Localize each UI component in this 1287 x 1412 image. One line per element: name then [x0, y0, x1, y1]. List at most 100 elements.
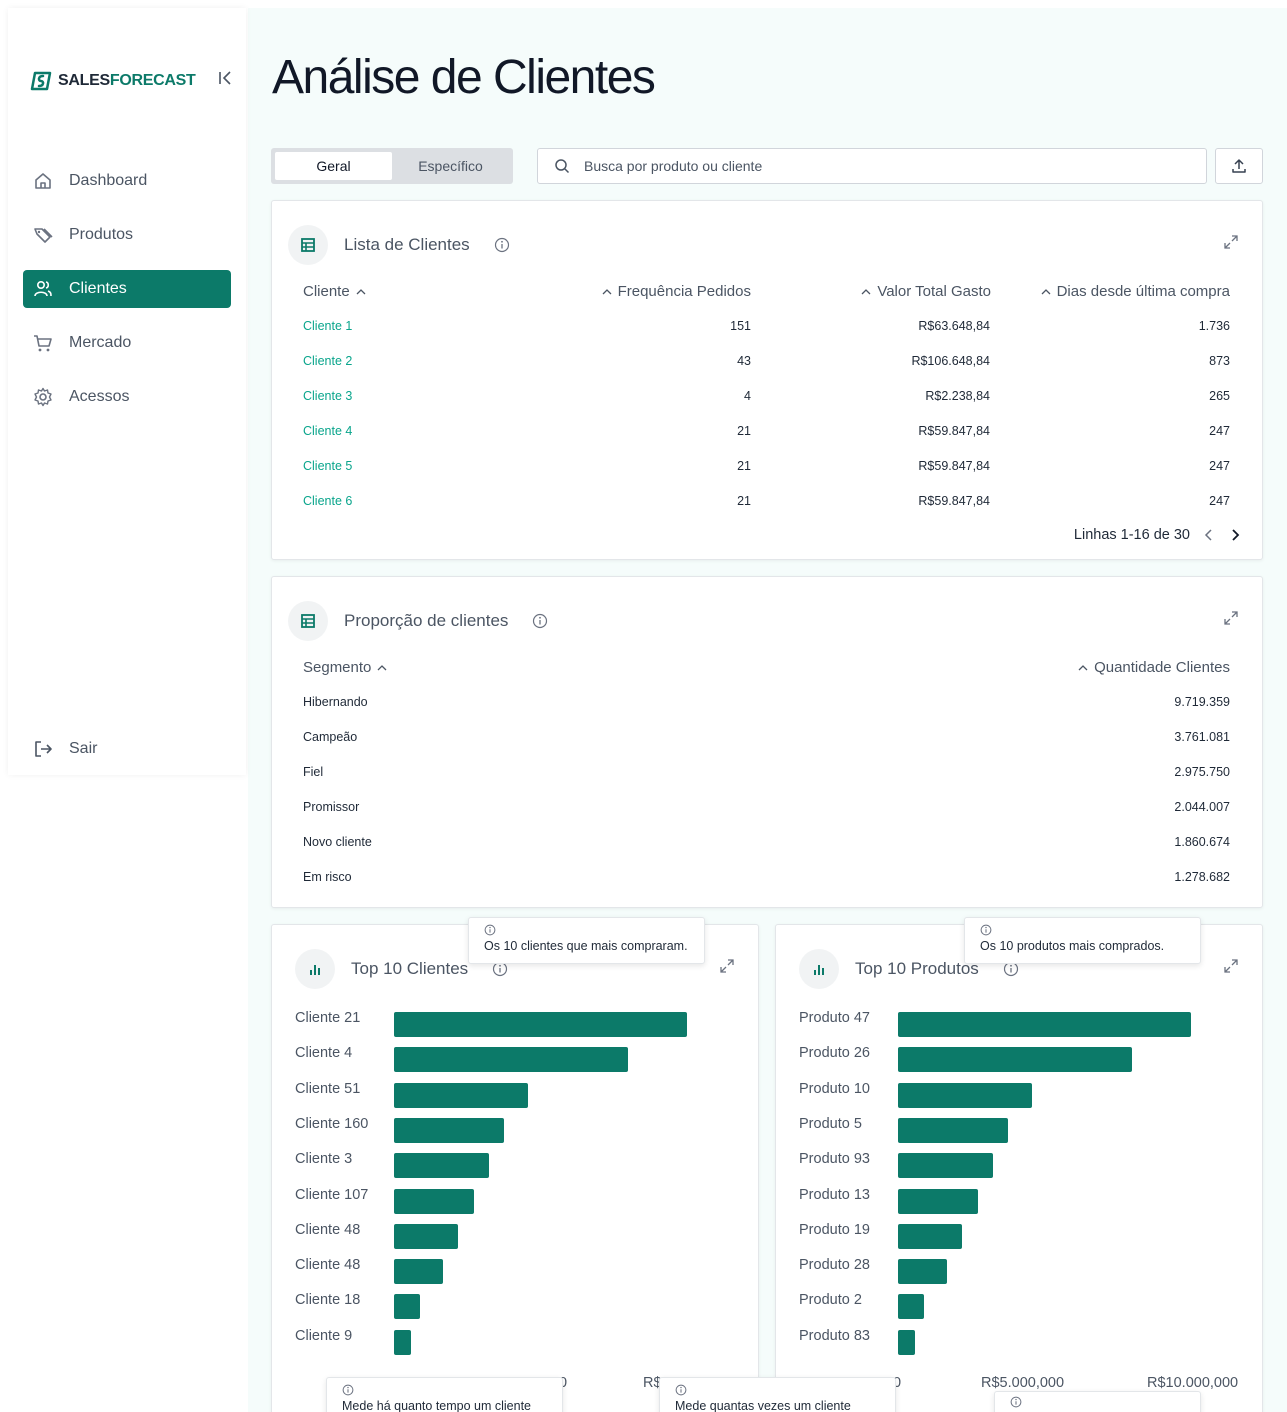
segment-count: 1.860.674 — [1174, 835, 1230, 849]
tooltip-text: Mede há quanto tempo um cliente — [342, 1399, 532, 1412]
client-frequency: 21 — [737, 459, 751, 473]
chevron-right-icon[interactable] — [1228, 528, 1242, 542]
bar[interactable] — [394, 1329, 412, 1355]
logout-label: Sair — [69, 740, 98, 757]
column-header-cliente[interactable]: Cliente — [303, 283, 366, 300]
bar-label: Cliente 51 — [295, 1080, 361, 1097]
client-name-link[interactable]: Cliente 3 — [303, 389, 353, 403]
page-title: Análise de Clientes — [272, 51, 656, 104]
expand-icon[interactable] — [720, 959, 734, 973]
segment-count: 2.044.007 — [1174, 800, 1230, 814]
search-input[interactable] — [584, 158, 1144, 174]
tab-especifico[interactable]: Específico — [418, 158, 483, 174]
expand-icon[interactable] — [1224, 959, 1238, 973]
tooltip-top-products: Os 10 produtos mais comprados. — [964, 917, 1201, 964]
axis-tick: 0 — [559, 1375, 568, 1391]
bar[interactable] — [898, 1082, 1032, 1108]
chevron-left-icon[interactable] — [1202, 528, 1216, 542]
segment-name: Promissor — [303, 800, 360, 814]
bar[interactable] — [394, 1223, 459, 1249]
axis-tick: 0 — [893, 1375, 902, 1391]
client-frequency: 151 — [730, 319, 751, 333]
bar-label: Cliente 4 — [295, 1045, 353, 1062]
bar[interactable] — [394, 1117, 504, 1143]
sidebar-item-clientes[interactable]: Clientes — [23, 270, 231, 308]
bar[interactable] — [394, 1188, 474, 1214]
bar[interactable] — [898, 1294, 924, 1320]
column-header-quantidade[interactable]: Quantidade Clientes — [1078, 659, 1230, 676]
client-total-value: R$59.847,84 — [918, 424, 990, 438]
sidebar-item-mercado[interactable]: Mercado — [23, 324, 231, 362]
bar[interactable] — [394, 1047, 629, 1073]
tooltip-top-clients: Os 10 clientes que mais compraram. — [468, 917, 705, 964]
tag-icon — [34, 228, 53, 243]
bar-label: Produto 47 — [799, 1010, 870, 1026]
bar-label: Produto 83 — [799, 1327, 870, 1344]
info-icon — [675, 1384, 687, 1396]
sidebar-item-label: Acessos — [69, 388, 130, 405]
client-name-link[interactable]: Cliente 6 — [303, 494, 353, 508]
sidebar-item-acessos[interactable]: Acessos — [23, 378, 231, 416]
client-total-value: R$59.847,84 — [918, 459, 990, 473]
bar[interactable] — [898, 1259, 947, 1285]
bar[interactable] — [898, 1153, 993, 1179]
column-header-frequencia[interactable]: Frequência Pedidos — [602, 283, 751, 300]
sidebar-item-dashboard[interactable]: Dashboard — [23, 162, 231, 200]
segment-name: Novo cliente — [303, 835, 372, 849]
sidebar: SALESFORECAST Dashboard Produtos Cliente… — [8, 8, 246, 775]
bar[interactable] — [898, 1047, 1133, 1073]
client-name-link[interactable]: Cliente 5 — [303, 459, 353, 473]
client-days-since: 265 — [1209, 389, 1230, 403]
brand-logo[interactable]: SALESFORECAST — [30, 71, 196, 91]
card-header: Proporção de clientes — [288, 601, 548, 641]
segment-name: Hibernando — [303, 695, 368, 709]
info-icon[interactable] — [494, 237, 510, 253]
info-icon — [342, 1384, 354, 1396]
clients-table-card: Lista de Clientes Cliente Frequência Ped… — [271, 200, 1263, 560]
tooltip-frequency: Mede quantas vezes um cliente — [659, 1377, 896, 1412]
client-name-link[interactable]: Cliente 1 — [303, 319, 353, 333]
bar[interactable] — [898, 1329, 916, 1355]
column-header-valor[interactable]: Valor Total Gasto — [861, 283, 991, 300]
client-frequency: 21 — [737, 494, 751, 508]
bar[interactable] — [898, 1223, 963, 1249]
client-name-link[interactable]: Cliente 2 — [303, 354, 353, 368]
top-clients-card: Top 10 Clientes Cliente 21 Cliente 4 Clien… — [271, 924, 759, 1412]
logout-icon — [35, 741, 52, 757]
bar-label: Cliente 48 — [295, 1257, 361, 1274]
column-header-dias[interactable]: Dias desde última compra — [1041, 283, 1230, 300]
bar[interactable] — [898, 1012, 1191, 1037]
tab-geral[interactable]: Geral — [275, 152, 392, 180]
expand-icon[interactable] — [1224, 611, 1238, 625]
tooltip-text: Os 10 clientes que mais compraram. — [484, 939, 688, 953]
bar[interactable] — [394, 1294, 420, 1320]
client-frequency: 4 — [744, 389, 751, 403]
collapse-sidebar-icon[interactable] — [218, 70, 232, 91]
info-icon[interactable] — [532, 613, 548, 629]
expand-icon[interactable] — [1224, 235, 1238, 249]
sidebar-item-produtos[interactable]: Produtos — [23, 216, 231, 254]
info-icon — [484, 924, 496, 936]
client-total-value: R$106.648,84 — [911, 354, 990, 368]
logout-button[interactable]: Sair — [23, 730, 231, 768]
bar-label: Produto 93 — [799, 1151, 870, 1168]
bar[interactable] — [394, 1082, 528, 1108]
bar[interactable] — [394, 1012, 687, 1037]
segment-count: 9.719.359 — [1174, 695, 1230, 709]
column-header-segmento[interactable]: Segmento — [303, 659, 387, 676]
bar[interactable] — [394, 1153, 489, 1179]
sort-up-icon — [1041, 288, 1051, 294]
bar-label: Produto 5 — [799, 1115, 862, 1132]
bar[interactable] — [394, 1259, 443, 1285]
bar[interactable] — [898, 1117, 1008, 1143]
tooltip-extra — [994, 1391, 1201, 1412]
bar[interactable] — [898, 1188, 978, 1214]
bar-label: Cliente 9 — [295, 1327, 353, 1344]
client-name-link[interactable]: Cliente 4 — [303, 424, 353, 438]
client-days-since: 873 — [1209, 354, 1230, 368]
export-button[interactable] — [1215, 148, 1263, 184]
bar-label: Cliente 3 — [295, 1151, 353, 1168]
bar-label: Cliente 160 — [295, 1115, 369, 1132]
pagination: Linhas 1-16 de 30 — [1074, 527, 1242, 543]
axis-tick: R$ — [643, 1375, 662, 1391]
